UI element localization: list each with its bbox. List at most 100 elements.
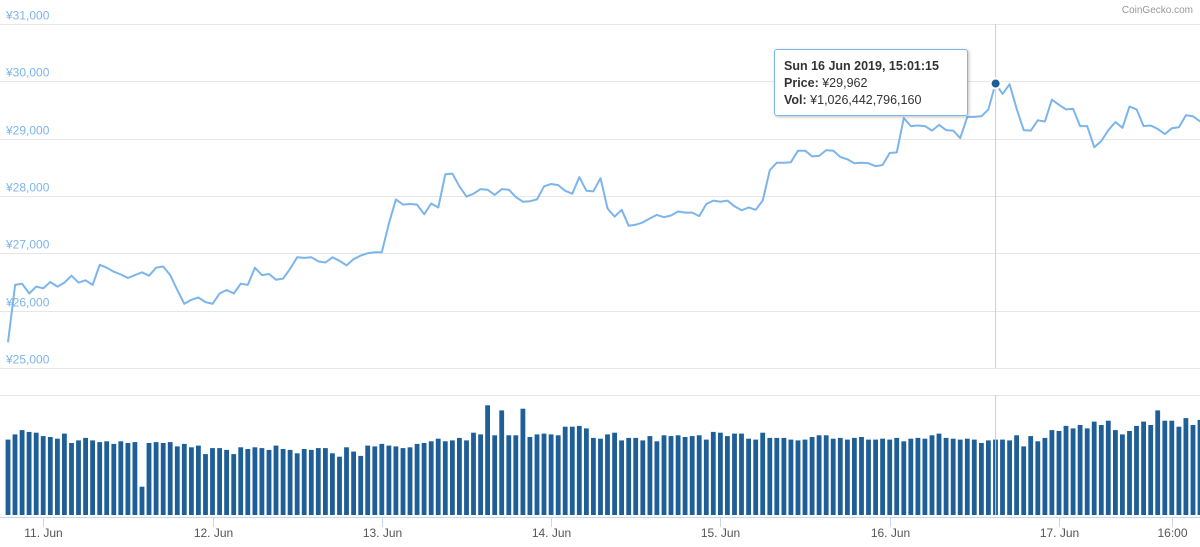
volume-bar: [315, 448, 321, 515]
volume-bar: [979, 443, 984, 515]
y-tick-label: ¥30,000: [5, 66, 50, 80]
volume-bar: [1077, 425, 1083, 515]
x-tick-label: 15. Jun: [701, 526, 740, 540]
volume-bar: [308, 449, 314, 515]
volume-bar: [1162, 420, 1168, 515]
volume-bar: [421, 443, 427, 515]
volume-bar: [852, 437, 857, 515]
volume-bar: [520, 408, 526, 515]
volume-bar: [266, 449, 272, 515]
x-tick-label: 17. Jun: [1040, 526, 1079, 540]
volume-series: [5, 405, 1200, 515]
volume-bar: [259, 448, 265, 515]
volume-bar: [1042, 437, 1048, 515]
volume-bar: [887, 439, 893, 515]
y-tick-label: ¥25,000: [5, 353, 50, 367]
tooltip-price-label: Price:: [784, 76, 819, 90]
y-tick-label: ¥29,000: [5, 124, 50, 138]
volume-bar: [76, 440, 81, 515]
volume-bar: [97, 442, 103, 515]
volume-bar: [675, 435, 681, 515]
volume-bar: [181, 443, 187, 515]
volume-bar: [830, 438, 836, 515]
volume-bar: [591, 437, 596, 515]
volume-bar: [189, 447, 194, 515]
volume-bar: [104, 441, 110, 515]
volume-bar: [1063, 425, 1069, 515]
volume-bar: [252, 447, 258, 515]
volume-bar: [873, 439, 878, 515]
volume-bar: [647, 436, 653, 515]
volume-bar: [626, 437, 632, 515]
tooltip-vol-row: Vol: ¥1,026,442,796,160: [784, 92, 958, 109]
volume-bar: [802, 439, 808, 515]
volume-bar: [40, 436, 46, 515]
volume-bar: [1127, 431, 1132, 515]
volume-bar: [548, 434, 554, 515]
volume-bar: [1084, 428, 1090, 515]
y-axis-labels: ¥25,000 ¥26,000 ¥27,000 ¥28,000 ¥29,000 ¥30,0…: [5, 9, 50, 367]
volume-bar: [69, 443, 74, 515]
volume-bar: [294, 453, 300, 515]
volume-bar: [837, 437, 843, 515]
volume-bar: [640, 440, 646, 515]
volume-bar: [1091, 421, 1097, 515]
volume-bar: [301, 449, 307, 515]
credit-link[interactable]: CoinGecko.com: [1122, 5, 1193, 16]
volume-bar: [83, 437, 88, 515]
volume-bar: [1000, 439, 1005, 515]
volume-bar: [767, 437, 773, 515]
volume-bar: [880, 438, 885, 515]
volume-bar: [696, 435, 702, 515]
volume-bar: [33, 432, 39, 515]
volume-bar: [464, 440, 469, 515]
volume-bar: [936, 433, 942, 515]
price-grid: [0, 24, 1200, 369]
volume-bar: [492, 435, 498, 515]
volume-bar: [1105, 420, 1111, 515]
x-tick-label: 13. Jun: [363, 526, 402, 540]
volume-bar: [661, 435, 667, 515]
volume-bar: [718, 432, 723, 515]
volume-bar: [562, 426, 568, 515]
volume-bar: [1098, 425, 1104, 515]
volume-bar: [555, 435, 561, 515]
volume-bar: [499, 410, 505, 515]
volume-bar: [330, 453, 335, 515]
volume-bar: [287, 449, 293, 515]
volume-bar: [12, 434, 18, 515]
volume-bar: [118, 441, 124, 515]
volume-bar: [725, 436, 730, 515]
volume-bar: [1035, 441, 1041, 515]
volume-bar: [922, 438, 928, 515]
y-tick-label: ¥26,000: [5, 296, 50, 310]
volume-bar: [654, 441, 660, 515]
volume-bar: [47, 437, 53, 515]
volume-bar: [471, 432, 476, 515]
volume-bar: [527, 437, 533, 515]
volume-bar: [746, 438, 751, 515]
volume-bar: [160, 443, 166, 515]
volume-bar: [774, 437, 780, 515]
volume-bar: [929, 435, 935, 515]
volume-bar: [1049, 430, 1055, 515]
volume-bar: [612, 432, 617, 515]
tooltip-price-row: Price: ¥29,962: [784, 75, 958, 92]
tooltip-date: Sun 16 Jun 2019, 15:01:15: [784, 59, 939, 73]
volume-bar: [217, 448, 222, 515]
x-tick-label: 16:00: [1157, 526, 1187, 540]
volume-bar: [457, 437, 462, 515]
volume-bar: [1007, 440, 1012, 515]
volume-bar: [1021, 446, 1027, 515]
volume-bar: [153, 442, 159, 515]
volume-bar: [1014, 435, 1019, 515]
volume-bar: [414, 443, 420, 515]
volume-bar: [760, 432, 766, 515]
tooltip-price-value: ¥29,962: [822, 76, 868, 90]
volume-bar: [584, 428, 589, 515]
volume-bar: [781, 437, 787, 515]
volume-bar: [569, 426, 575, 515]
volume-bar: [901, 441, 907, 515]
x-axis: 11. Jun 12. Jun 13. Jun 14. Jun 15. Jun 16. J…: [0, 517, 1200, 540]
